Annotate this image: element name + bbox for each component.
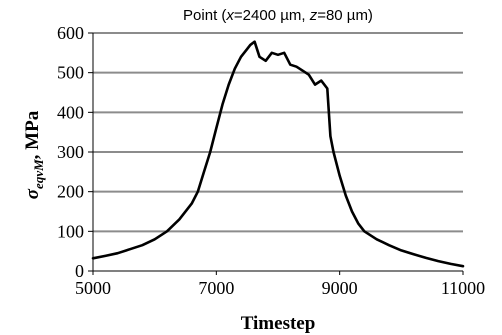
y-tick-labels: 0 100 200 300 400 500 600	[57, 23, 84, 281]
y-tick-label-400: 400	[57, 102, 84, 122]
y-axis-label-unit: , MPa	[22, 110, 43, 159]
x-tick-label-9000: 9000	[322, 278, 358, 298]
x-tick-labels: 5000 7000 9000 11000	[75, 278, 485, 298]
x-tick-label-5000: 5000	[75, 278, 111, 298]
chart-title-z-eq: =80 µm)	[317, 7, 373, 24]
y-tick-label-500: 500	[57, 63, 84, 83]
chart-title-x-var: x	[225, 7, 234, 24]
y-axis-label-symbol: σ	[22, 188, 43, 199]
chart-title-x-eq: =2400 µm,	[234, 7, 310, 24]
chart-title: Point (x=2400 µm, z=80 µm)	[183, 7, 373, 24]
chart-title-prefix: Point (	[183, 7, 226, 24]
y-tick-label-0: 0	[75, 261, 84, 281]
y-tick-label-300: 300	[57, 142, 84, 162]
axes	[88, 32, 464, 275]
y-axis-label-subscript: eqvM	[31, 159, 46, 189]
chart-title-z-var: z	[309, 7, 318, 24]
x-tick-label-7000: 7000	[198, 278, 234, 298]
series-line-0	[91, 40, 465, 268]
y-tick-label-600: 600	[57, 23, 84, 43]
x-axis-label: Timestep	[241, 313, 316, 334]
y-axis-label: σeqvM, MPa	[22, 110, 46, 199]
series-group	[91, 40, 465, 268]
y-tick-label-200: 200	[57, 182, 84, 202]
grid-lines	[93, 32, 463, 233]
y-tick-label-100: 100	[57, 221, 84, 241]
x-tick-label-11000: 11000	[441, 278, 485, 298]
